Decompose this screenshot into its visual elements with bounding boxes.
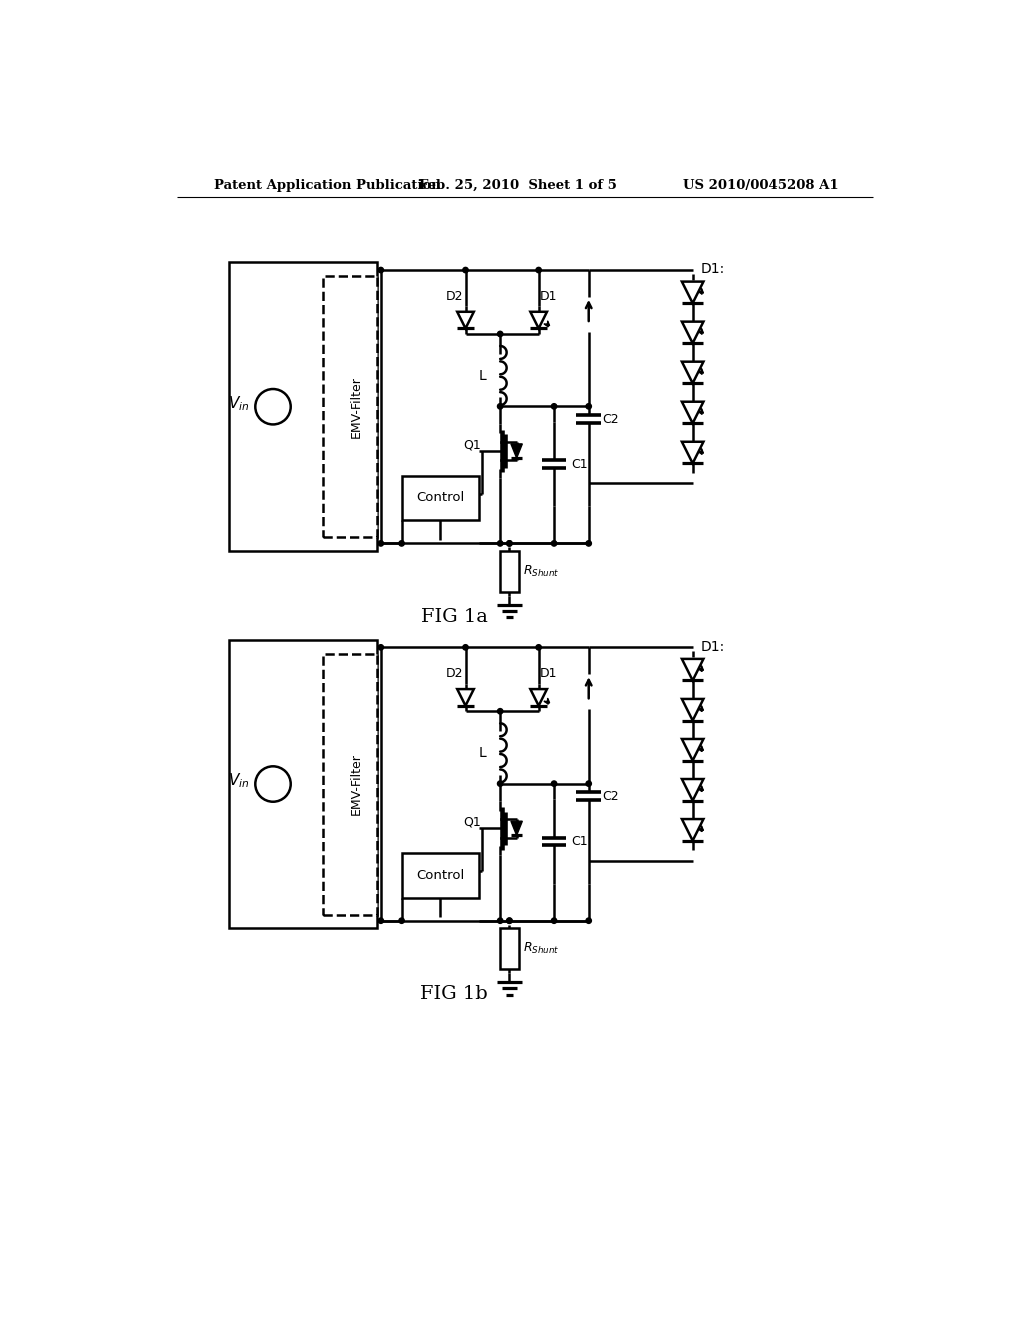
Polygon shape: [511, 821, 522, 836]
Bar: [500, 552, 518, 591]
Polygon shape: [682, 779, 703, 800]
Text: Control: Control: [416, 491, 464, 504]
Circle shape: [507, 541, 512, 546]
Circle shape: [586, 781, 592, 787]
Text: D1: D1: [541, 668, 558, 681]
Bar: [323, 653, 377, 915]
Circle shape: [378, 541, 384, 546]
Polygon shape: [682, 281, 703, 304]
Circle shape: [536, 268, 542, 273]
Circle shape: [255, 389, 291, 425]
Text: $V_{in}$: $V_{in}$: [228, 395, 250, 413]
Bar: [323, 276, 377, 537]
Text: C1: C1: [571, 834, 588, 847]
Polygon shape: [511, 444, 522, 458]
Circle shape: [586, 541, 592, 546]
Circle shape: [498, 917, 503, 924]
Circle shape: [586, 917, 592, 924]
Polygon shape: [682, 401, 703, 424]
Polygon shape: [682, 322, 703, 343]
Text: FIG 1b: FIG 1b: [420, 985, 487, 1003]
Text: Q1: Q1: [463, 438, 481, 451]
Text: L: L: [478, 746, 486, 760]
Circle shape: [498, 404, 503, 409]
Text: Control: Control: [416, 869, 464, 882]
Polygon shape: [682, 700, 703, 721]
Text: L: L: [478, 368, 486, 383]
Text: D2: D2: [445, 668, 463, 681]
Circle shape: [378, 917, 384, 924]
Circle shape: [378, 268, 384, 273]
Polygon shape: [530, 689, 547, 706]
Text: D1: D1: [541, 290, 558, 304]
Text: $R_{Shunt}$: $R_{Shunt}$: [523, 564, 560, 579]
Bar: [229, 263, 377, 552]
Polygon shape: [530, 312, 547, 329]
Circle shape: [463, 268, 468, 273]
Polygon shape: [682, 442, 703, 463]
Text: FIG 1a: FIG 1a: [421, 607, 487, 626]
Text: EMV-Filter: EMV-Filter: [349, 754, 362, 814]
Circle shape: [255, 767, 291, 801]
Bar: [401, 475, 478, 520]
Circle shape: [507, 917, 512, 924]
Circle shape: [507, 541, 512, 546]
Text: Patent Application Publication: Patent Application Publication: [214, 180, 440, 193]
Text: D1:: D1:: [700, 640, 725, 653]
Text: C2: C2: [602, 789, 620, 803]
Polygon shape: [682, 659, 703, 681]
Circle shape: [551, 917, 557, 924]
Circle shape: [586, 404, 592, 409]
Text: D1:: D1:: [700, 263, 725, 276]
Bar: [401, 853, 478, 898]
Text: US 2010/0045208 A1: US 2010/0045208 A1: [683, 180, 839, 193]
Bar: [229, 640, 377, 928]
Polygon shape: [457, 689, 474, 706]
Text: Feb. 25, 2010  Sheet 1 of 5: Feb. 25, 2010 Sheet 1 of 5: [419, 180, 617, 193]
Circle shape: [507, 917, 512, 924]
Circle shape: [551, 541, 557, 546]
Polygon shape: [682, 818, 703, 841]
Circle shape: [498, 709, 503, 714]
Circle shape: [399, 917, 404, 924]
Circle shape: [378, 644, 384, 649]
Circle shape: [551, 404, 557, 409]
Circle shape: [463, 644, 468, 649]
Bar: [500, 928, 518, 969]
Polygon shape: [457, 312, 474, 329]
Polygon shape: [682, 739, 703, 760]
Text: D2: D2: [445, 290, 463, 304]
Text: $V_{in}$: $V_{in}$: [228, 772, 250, 791]
Text: C2: C2: [602, 413, 620, 425]
Circle shape: [399, 541, 404, 546]
Circle shape: [551, 781, 557, 787]
Text: Q1: Q1: [463, 816, 481, 829]
Polygon shape: [682, 362, 703, 383]
Circle shape: [536, 644, 542, 649]
Text: $R_{Shunt}$: $R_{Shunt}$: [523, 941, 560, 957]
Circle shape: [498, 541, 503, 546]
Text: C1: C1: [571, 458, 588, 471]
Circle shape: [498, 781, 503, 787]
Circle shape: [498, 331, 503, 337]
Text: EMV-Filter: EMV-Filter: [349, 376, 362, 438]
